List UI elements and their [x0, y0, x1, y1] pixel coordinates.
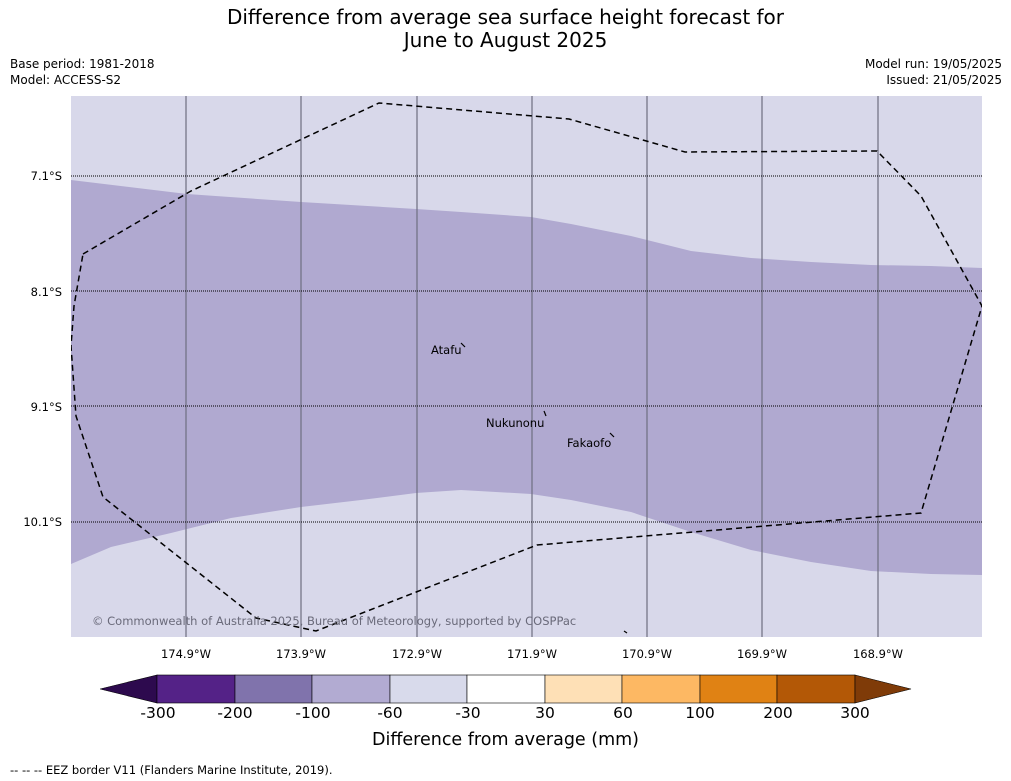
- colorbar-extend-low: [99, 674, 158, 704]
- lat-label-8-1: 8.1°S: [30, 285, 62, 299]
- place-label-nukunonu: Nukunonu: [486, 416, 545, 430]
- colorbar-segment-6: [544, 674, 623, 704]
- colorbar-segment-1: [156, 674, 236, 704]
- map-svg: [71, 96, 982, 637]
- anomaly-zone-medium: [71, 180, 982, 575]
- title-line-1: Difference from average sea surface heig…: [226, 5, 785, 29]
- colorbar-tick-minus-200: -200: [217, 704, 253, 722]
- colorbar-tick-30: 30: [535, 704, 555, 722]
- issued-date: Issued: 21/05/2025: [886, 73, 1002, 87]
- eez-border: [71, 102, 982, 632]
- colorbar-tick-minus-30: -30: [455, 704, 481, 722]
- atoll-fakaofo: [609, 432, 615, 438]
- colorbar-tick-minus-300: -300: [140, 704, 176, 722]
- colorbar-tick-minus-100: -100: [295, 704, 331, 722]
- atoll-atafu: [460, 342, 466, 348]
- island-swains: [623, 630, 628, 634]
- lon-label-172-9: 172.9°W: [391, 647, 443, 661]
- colorbar-segment-8: [699, 674, 778, 704]
- colorbar-segment-2: [234, 674, 313, 704]
- colorbar-extend-high: [854, 674, 912, 704]
- lon-label-174-9: 174.9°W: [160, 647, 212, 661]
- colorbar-tick-minus-60: -60: [377, 704, 403, 722]
- meta-left: Base period: 1981-2018 Model: ACCESS-S2: [10, 56, 155, 88]
- place-label-fakaofo: Fakaofo: [567, 436, 612, 450]
- colorbar-tick-100: 100: [685, 704, 715, 722]
- lat-label-10-1: 10.1°S: [23, 515, 62, 529]
- colorbar-tick-300: 300: [840, 704, 870, 722]
- lat-label-7-1: 7.1°S: [30, 169, 62, 183]
- chart-title: Difference from average sea surface heig…: [0, 6, 1011, 52]
- lon-label-169-9: 169.9°W: [736, 647, 788, 661]
- model-run: Model run: 19/05/2025: [864, 57, 1002, 71]
- atoll-nukunonu: [543, 410, 547, 417]
- colorbar-tick-60: 60: [613, 704, 633, 722]
- map-panel: [71, 96, 982, 637]
- eez-footnote: -- -- -- EEZ border V11 (Flanders Marine…: [10, 763, 333, 777]
- colorbar-segment-7: [621, 674, 701, 704]
- place-label-atafu: Atafu: [431, 343, 462, 357]
- colorbar-tick-200: 200: [763, 704, 793, 722]
- lon-label-171-9: 171.9°W: [506, 647, 558, 661]
- lat-label-9-1: 9.1°S: [30, 400, 62, 414]
- colorbar-segment-3: [311, 674, 391, 704]
- lon-label-173-9: 173.9°W: [275, 647, 327, 661]
- title-line-2: June to August 2025: [403, 28, 608, 52]
- lon-label-170-9: 170.9°W: [621, 647, 673, 661]
- colorbar: [99, 674, 912, 710]
- colorbar-segment-9: [776, 674, 856, 704]
- colorbar-title: Difference from average (mm): [371, 730, 640, 750]
- copyright-notice: © Commonwealth of Australia 2025, Bureau…: [92, 614, 577, 628]
- colorbar-segment-4: [389, 674, 468, 704]
- model-name: Model: ACCESS-S2: [10, 73, 122, 87]
- meta-right: Model run: 19/05/2025 Issued: 21/05/2025: [865, 56, 1002, 88]
- base-period: Base period: 1981-2018: [10, 57, 155, 71]
- colorbar-segment-5: [466, 674, 546, 704]
- lon-label-168-9: 168.9°W: [852, 647, 904, 661]
